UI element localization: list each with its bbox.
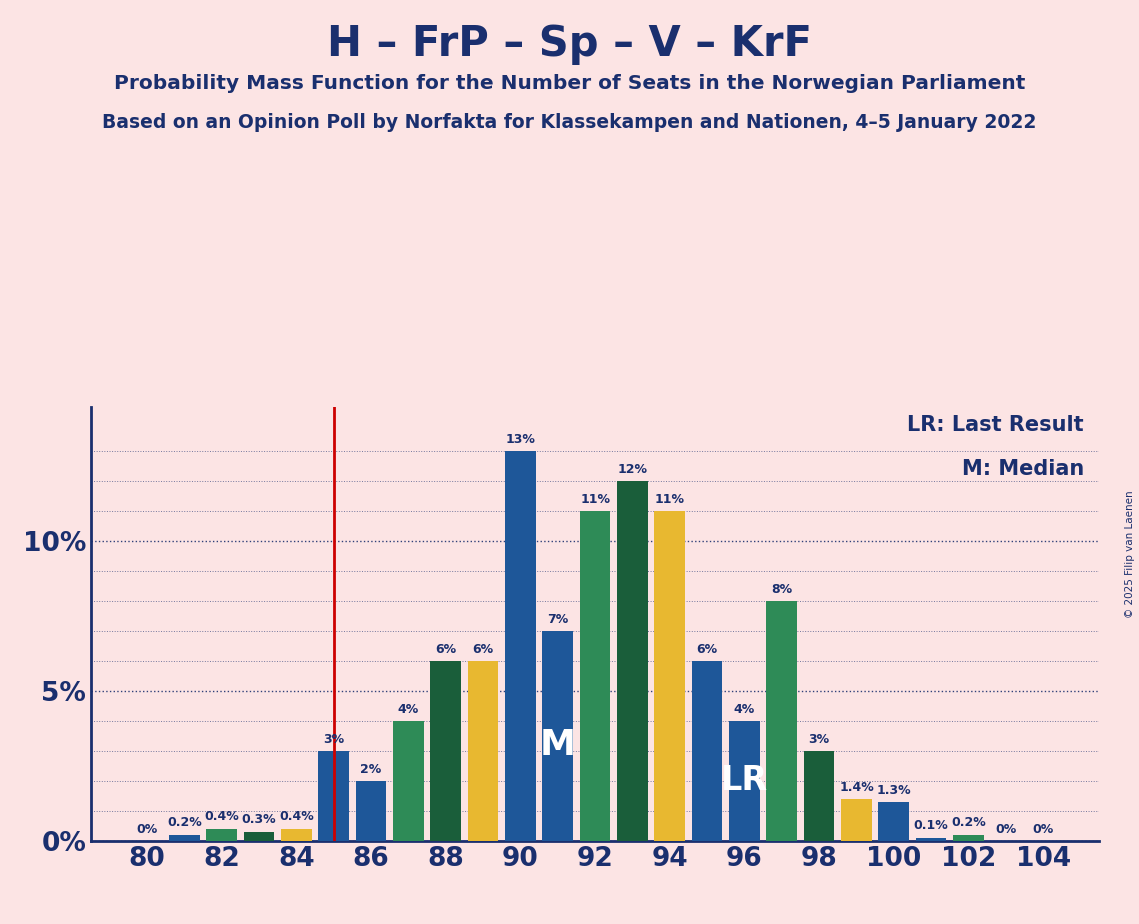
Text: 6%: 6%: [697, 643, 718, 656]
Text: M: Median: M: Median: [961, 458, 1084, 479]
Bar: [878, 802, 909, 841]
Bar: [319, 751, 349, 841]
Bar: [506, 452, 535, 841]
Text: 7%: 7%: [547, 613, 568, 626]
Text: 12%: 12%: [617, 463, 647, 476]
Text: 3%: 3%: [323, 733, 344, 746]
Bar: [281, 829, 312, 841]
Text: © 2025 Filip van Laenen: © 2025 Filip van Laenen: [1125, 491, 1134, 618]
Text: 0.3%: 0.3%: [241, 813, 277, 826]
Bar: [842, 799, 871, 841]
Bar: [244, 832, 274, 841]
Bar: [617, 481, 648, 841]
Text: M: M: [540, 728, 576, 762]
Bar: [206, 829, 237, 841]
Text: 13%: 13%: [506, 433, 535, 446]
Bar: [767, 602, 797, 841]
Text: 0.2%: 0.2%: [167, 817, 202, 830]
Bar: [804, 751, 835, 841]
Bar: [729, 721, 760, 841]
Text: LR: Last Result: LR: Last Result: [908, 415, 1084, 435]
Text: 0.1%: 0.1%: [913, 820, 949, 833]
Bar: [468, 662, 499, 841]
Bar: [916, 838, 947, 841]
Text: 1.3%: 1.3%: [877, 784, 911, 796]
Text: 0.4%: 0.4%: [204, 810, 239, 823]
Text: 6%: 6%: [435, 643, 457, 656]
Bar: [953, 835, 984, 841]
Bar: [170, 835, 199, 841]
Bar: [393, 721, 424, 841]
Bar: [580, 511, 611, 841]
Text: Based on an Opinion Poll by Norfakta for Klassekampen and Nationen, 4–5 January : Based on an Opinion Poll by Norfakta for…: [103, 113, 1036, 132]
Bar: [655, 511, 685, 841]
Text: 0%: 0%: [137, 823, 157, 836]
Bar: [431, 662, 461, 841]
Bar: [542, 631, 573, 841]
Text: 2%: 2%: [361, 762, 382, 775]
Text: LR: LR: [721, 764, 768, 797]
Text: 8%: 8%: [771, 583, 793, 596]
Text: 0.4%: 0.4%: [279, 810, 314, 823]
Text: 4%: 4%: [398, 702, 419, 716]
Bar: [355, 781, 386, 841]
Text: 1.4%: 1.4%: [839, 781, 874, 794]
Text: H – FrP – Sp – V – KrF: H – FrP – Sp – V – KrF: [327, 23, 812, 65]
Text: 0%: 0%: [1033, 823, 1054, 836]
Bar: [691, 662, 722, 841]
Text: 0.2%: 0.2%: [951, 817, 986, 830]
Text: 11%: 11%: [580, 493, 611, 506]
Text: 11%: 11%: [655, 493, 685, 506]
Text: 6%: 6%: [473, 643, 493, 656]
Text: Probability Mass Function for the Number of Seats in the Norwegian Parliament: Probability Mass Function for the Number…: [114, 74, 1025, 93]
Text: 3%: 3%: [809, 733, 829, 746]
Text: 0%: 0%: [995, 823, 1016, 836]
Text: 4%: 4%: [734, 702, 755, 716]
